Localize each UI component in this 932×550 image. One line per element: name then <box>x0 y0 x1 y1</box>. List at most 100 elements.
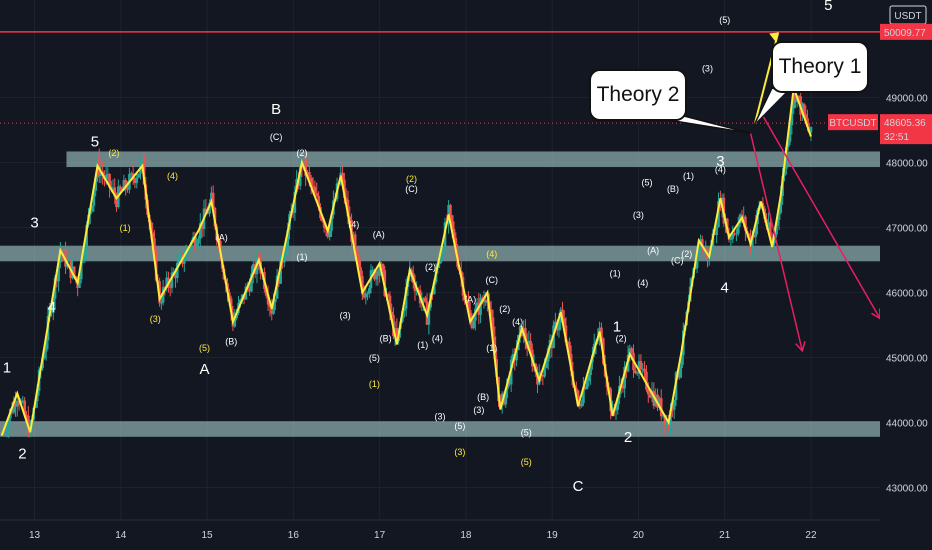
candle-body <box>742 216 745 219</box>
candle-body <box>663 414 667 426</box>
wave-label: (1) <box>120 223 131 233</box>
candle-body <box>272 302 275 314</box>
wave-label: (4) <box>348 220 359 230</box>
wave-label: (C) <box>405 184 418 194</box>
candle-body <box>751 236 754 251</box>
candle-body <box>695 249 699 268</box>
candle-body <box>545 361 548 369</box>
candle-body <box>578 404 582 407</box>
candle-body <box>600 327 603 339</box>
candle-body <box>357 255 361 268</box>
price-tick-label: 44000.00 <box>886 419 928 430</box>
candle-body <box>427 307 431 325</box>
candle-body <box>15 400 19 407</box>
time-axis: 13 14 15 16 17 18 19 20 21 22 <box>0 519 880 550</box>
wave-line <box>0 87 812 436</box>
candle-body <box>589 362 592 375</box>
candle-body <box>348 216 352 221</box>
candle-body <box>57 262 60 282</box>
last-price-badge <box>880 114 932 145</box>
candle-body <box>364 293 368 298</box>
wave-label: (1) <box>296 252 307 262</box>
wave-label: (A) <box>647 246 659 256</box>
candle-body <box>646 389 650 395</box>
candle-body <box>362 293 366 298</box>
candle-body <box>90 205 94 212</box>
candle-body <box>122 180 126 191</box>
theory-2-label: Theory 2 <box>597 83 680 106</box>
candle-body <box>809 126 813 133</box>
candle-body <box>51 298 55 314</box>
wave-label: (5) <box>642 177 653 187</box>
candle-body <box>564 325 568 343</box>
candle-body <box>320 218 324 222</box>
price-axis-background <box>880 0 932 550</box>
time-tick-label: 14 <box>115 530 127 541</box>
candle-body <box>402 308 406 312</box>
candle-body <box>341 172 344 180</box>
candle-body <box>228 292 231 299</box>
candle-body <box>200 223 204 229</box>
candle-body <box>717 200 720 227</box>
candle-body <box>449 204 452 216</box>
candle-body <box>111 187 115 189</box>
candle-body <box>554 322 557 326</box>
candle-body <box>211 192 215 208</box>
candle-body <box>204 208 208 213</box>
candle-body <box>248 286 251 292</box>
candle-body <box>623 366 626 389</box>
wave-label: (4) <box>167 171 178 181</box>
wave-label: (B) <box>380 333 392 343</box>
candle-body <box>410 269 413 274</box>
candle-body <box>441 248 445 253</box>
theory-2-callout: Theory 2 <box>589 69 687 121</box>
candle-body <box>788 125 792 142</box>
wave-label: (3) <box>702 64 713 74</box>
support-zone <box>66 151 881 168</box>
candle-body <box>479 297 482 315</box>
candle-body <box>541 375 545 377</box>
candle-body <box>493 336 497 360</box>
theory-2-down-arrow <box>749 133 804 352</box>
candle-body <box>621 385 625 389</box>
candle-body <box>659 398 663 417</box>
candle-body <box>504 388 508 405</box>
last-price-label: 48605.36 <box>884 118 926 129</box>
candle-body <box>177 257 181 264</box>
theory-1-arrowhead <box>769 32 779 43</box>
candle-body <box>515 349 518 361</box>
candle-body <box>440 252 443 262</box>
wave-label: (A) <box>464 294 476 304</box>
candle-body <box>343 179 346 198</box>
candle-body <box>713 233 717 236</box>
candle-body <box>10 408 14 413</box>
wave-label: (C) <box>671 255 684 265</box>
time-tick-label: 22 <box>805 530 817 541</box>
wave-label: (3) <box>473 405 484 415</box>
candle-body <box>511 354 515 360</box>
candle-body <box>304 158 307 176</box>
candle-body <box>637 361 641 373</box>
candle-body <box>752 236 756 238</box>
theory-1-label: Theory 1 <box>779 55 862 78</box>
candle-body <box>413 282 417 292</box>
candle-body <box>447 204 450 224</box>
wave-label: (5) <box>199 343 210 353</box>
candle-body <box>36 391 39 402</box>
candle-body <box>239 299 242 304</box>
candle-body <box>85 224 88 250</box>
wave-label: 2 <box>624 429 632 446</box>
wave-label: (3) <box>454 447 465 457</box>
candle-body <box>266 295 270 305</box>
resistance-price-badge <box>880 23 932 40</box>
candle-body <box>489 309 493 318</box>
support-zone <box>0 421 880 437</box>
price-tick-label: 49000.00 <box>886 94 928 105</box>
candle-body <box>422 297 425 303</box>
candle-body <box>432 281 436 295</box>
candle-body <box>733 233 736 235</box>
wave-label: (5) <box>454 421 465 431</box>
candle-body <box>378 266 381 276</box>
